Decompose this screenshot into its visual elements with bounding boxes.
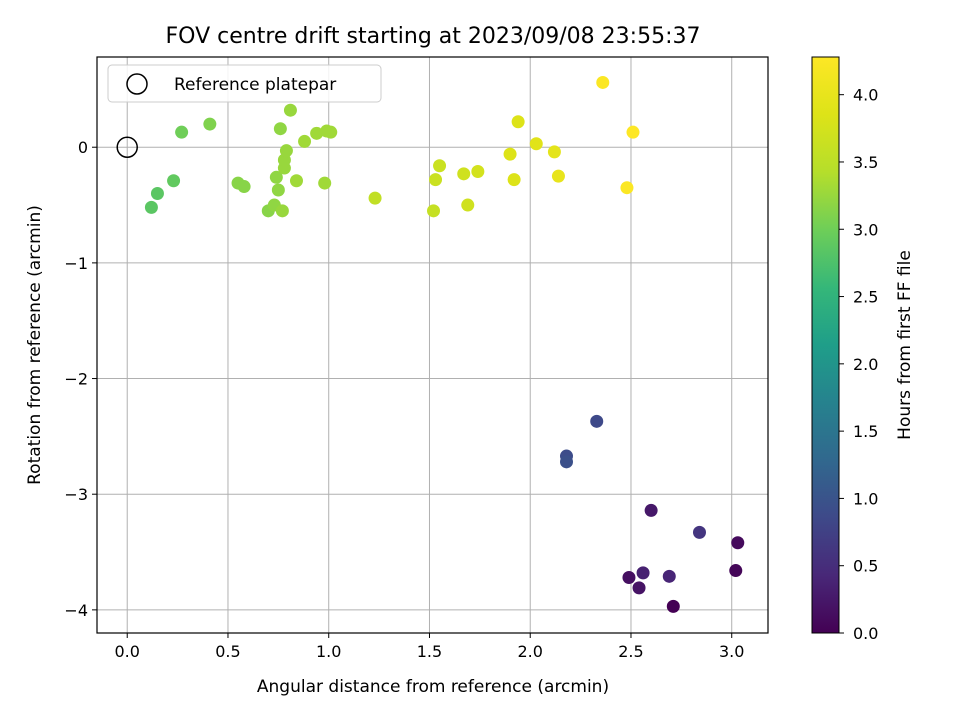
reference-platepar-marker bbox=[116, 136, 138, 158]
colorbar-tick-label: 2.5 bbox=[853, 288, 878, 307]
x-axis-ticks: 0.0 0.5 1.0 1.5 2.0 2.5 3.0 bbox=[114, 633, 744, 661]
data-point bbox=[457, 167, 471, 181]
data-point bbox=[144, 200, 158, 214]
chart-title: FOV centre drift starting at 2023/09/08 … bbox=[166, 24, 701, 49]
colorbar-tick-label: 0.5 bbox=[853, 557, 878, 576]
y-axis-label: Rotation from reference (arcmin) bbox=[25, 205, 45, 485]
colorbar-gradient bbox=[811, 56, 840, 634]
data-point bbox=[511, 115, 525, 129]
colorbar-tick-label: 1.5 bbox=[853, 422, 878, 441]
colorbar-label: Hours from first FF file bbox=[895, 250, 915, 440]
data-point bbox=[167, 174, 181, 188]
grid-lines bbox=[97, 57, 768, 633]
data-point bbox=[503, 147, 517, 161]
colorbar-tick-label: 3.0 bbox=[853, 220, 878, 239]
data-point bbox=[692, 525, 706, 539]
data-point bbox=[237, 180, 251, 194]
data-point bbox=[471, 165, 485, 179]
data-points bbox=[144, 75, 745, 613]
data-point bbox=[551, 169, 565, 183]
x-tick-label: 2.0 bbox=[518, 642, 543, 661]
x-tick-label: 2.5 bbox=[618, 642, 643, 661]
data-point bbox=[273, 122, 287, 136]
colorbar: 0.0 0.5 1.0 1.5 2.0 2.5 3.0 3.5 4.0 Hours from f… bbox=[811, 56, 915, 643]
data-point bbox=[427, 204, 441, 218]
colorbar-tick-label: 4.0 bbox=[853, 86, 878, 105]
data-point bbox=[547, 145, 561, 159]
data-point bbox=[289, 174, 303, 188]
y-axis-ticks: 0 −1 −2 −3 −4 bbox=[64, 138, 97, 620]
data-point bbox=[644, 503, 658, 517]
data-point bbox=[559, 455, 573, 469]
data-point bbox=[175, 125, 189, 139]
data-point bbox=[429, 173, 443, 187]
x-tick-label: 0.5 bbox=[215, 642, 240, 661]
data-point bbox=[729, 564, 743, 578]
y-tick-label: −1 bbox=[64, 254, 88, 273]
data-point bbox=[310, 126, 324, 140]
data-point bbox=[279, 144, 293, 158]
colorbar-tick-label: 0.0 bbox=[853, 624, 878, 643]
data-point bbox=[596, 75, 610, 89]
data-point bbox=[590, 414, 604, 428]
data-point bbox=[269, 170, 283, 184]
colorbar-tick-label: 3.5 bbox=[853, 153, 878, 172]
data-point bbox=[662, 569, 676, 583]
data-point bbox=[324, 125, 338, 139]
data-point bbox=[203, 117, 217, 131]
y-tick-label: −3 bbox=[64, 485, 88, 504]
legend-box bbox=[107, 64, 382, 103]
y-tick-label: −4 bbox=[64, 601, 88, 620]
legend-marker-icon bbox=[126, 73, 148, 95]
colorbar-ticks: 0.0 0.5 1.0 1.5 2.0 2.5 3.0 3.5 4.0 bbox=[839, 86, 878, 643]
x-tick-label: 3.0 bbox=[719, 642, 744, 661]
plot-frame bbox=[96, 56, 769, 634]
data-point bbox=[507, 173, 521, 187]
colorbar-tick-label: 1.0 bbox=[853, 489, 878, 508]
data-point bbox=[275, 204, 289, 218]
data-point bbox=[620, 181, 634, 195]
x-axis-label: Angular distance from reference (arcmin) bbox=[257, 677, 609, 697]
data-point bbox=[632, 581, 646, 595]
data-point bbox=[433, 159, 447, 173]
data-point bbox=[622, 570, 636, 584]
data-point bbox=[461, 198, 475, 212]
data-point bbox=[636, 566, 650, 580]
y-tick-label: −2 bbox=[64, 370, 88, 389]
data-point bbox=[318, 176, 332, 190]
data-point bbox=[150, 186, 164, 200]
x-tick-label: 0.0 bbox=[114, 642, 139, 661]
legend: Reference platepar bbox=[107, 64, 382, 103]
data-point bbox=[731, 536, 745, 550]
data-point bbox=[271, 183, 285, 197]
data-point bbox=[368, 191, 382, 205]
plot-area bbox=[96, 56, 769, 634]
x-tick-label: 1.5 bbox=[417, 642, 442, 661]
colorbar-tick-label: 2.0 bbox=[853, 355, 878, 374]
y-tick-label: 0 bbox=[78, 138, 88, 157]
legend-label: Reference platepar bbox=[174, 75, 336, 95]
data-point bbox=[298, 134, 312, 148]
data-point bbox=[283, 103, 297, 117]
x-tick-label: 1.0 bbox=[316, 642, 341, 661]
data-point bbox=[626, 125, 640, 139]
data-point bbox=[666, 599, 680, 613]
data-point bbox=[529, 137, 543, 151]
